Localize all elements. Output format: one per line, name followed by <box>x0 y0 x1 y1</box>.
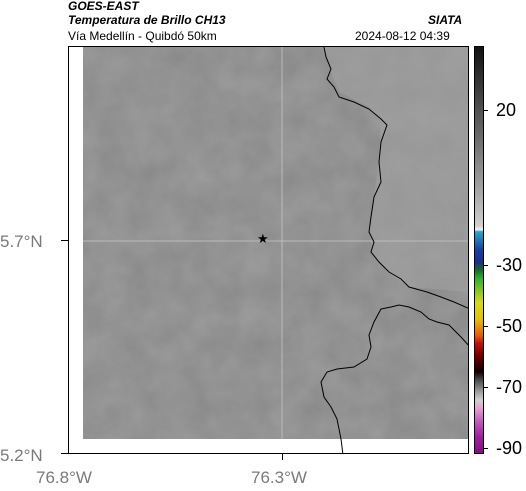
colorbar-label-minus70: -70 <box>496 377 523 397</box>
colorbar-label-minus30: -30 <box>496 255 523 275</box>
product-title: Temperatura de Brillo CH13 <box>68 13 226 27</box>
satellite-map[interactable]: ★ <box>68 46 469 454</box>
lat-tick-5-7 <box>61 240 68 241</box>
department-border-south <box>320 304 468 453</box>
lon-tick-76-3 <box>282 454 283 460</box>
department-border-east <box>323 47 468 309</box>
org-label: SIATA <box>428 13 463 27</box>
colorbar-tick <box>484 326 488 327</box>
temperature-colorbar <box>474 46 484 454</box>
lon-label-76-3: 76.3°W <box>251 468 307 487</box>
colorbar-label-minus50: -50 <box>496 316 523 336</box>
colorbar-label-minus90: -90 <box>496 438 523 458</box>
lat-label-5-7: 5.7°N <box>0 232 43 251</box>
colorbar-label-20: 20 <box>496 100 517 120</box>
timestamp-label: 2024-08-12 04:39 <box>355 29 450 43</box>
station-marker-icon: ★ <box>257 231 269 246</box>
satellite-title: GOES-EAST <box>68 0 139 13</box>
lat-label-5-2: 5.2°N <box>0 446 43 465</box>
lon-label-76-8: 76.8°W <box>36 468 92 487</box>
cloud-light-area <box>324 47 468 292</box>
colorbar-tick <box>484 265 488 266</box>
colorbar-tick <box>484 448 488 449</box>
region-label: Vía Medellín - Quibdó 50km <box>68 29 217 43</box>
colorbar-tick <box>484 110 488 111</box>
colorbar-tick <box>484 387 488 388</box>
map-canvas <box>83 47 468 453</box>
lat-tick-5-2 <box>61 453 68 454</box>
